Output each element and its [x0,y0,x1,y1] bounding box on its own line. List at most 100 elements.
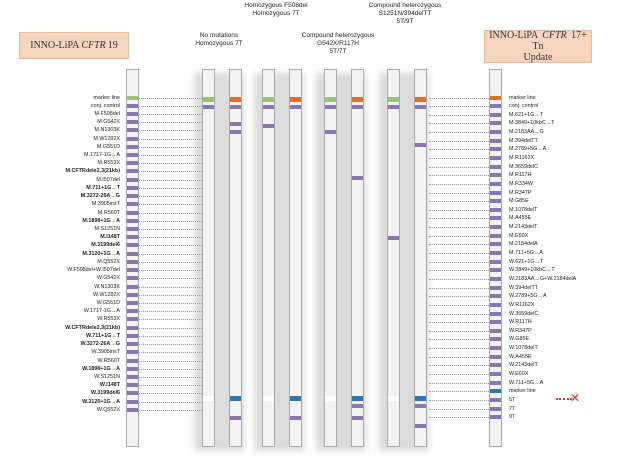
guide-dots [429,270,489,272]
right-reference-band [490,130,501,135]
right-reference-band [490,363,501,368]
right-reference-band [490,294,501,299]
guide-dots [429,97,489,99]
right-reference-band [490,371,501,376]
guide-dots [139,393,202,395]
right-probe-label: M.R334W [509,180,533,187]
guide-dots [139,130,202,132]
right-reference-band [490,259,501,264]
guide-dots [139,204,202,206]
guide-dots [429,339,489,341]
right-title-box: INNO-LiPA CFTR 17+ Tn Update [484,30,592,63]
left-probe-label: M.1717-1G→A [84,152,120,159]
left-probe-label: conj. control [90,102,120,109]
test-control-band [203,105,214,109]
guide-dots [139,196,202,198]
guide-dots [429,227,489,229]
guide-dots [139,409,202,411]
test-strip-6 [351,69,364,447]
guide-dots [429,157,489,159]
right-reference-band [490,121,501,126]
guide-dots [429,278,489,280]
left-reference-band [127,259,138,264]
sample-band-1 [230,122,241,126]
left-reference-band [127,284,138,289]
red-marker-x: ✕ [570,391,581,405]
sample-band-13 [415,424,426,428]
right-probe-label: M.394delTT [509,137,538,144]
guide-dots [429,244,489,246]
right-probe-label: M.R1162X [509,154,535,161]
guide-dots [429,175,489,177]
guide-dots [139,385,202,387]
left-probe-label: W.Q552X [96,406,120,413]
sample-band-8 [230,416,241,420]
right-reference-band [490,190,501,195]
test-control-band [290,105,301,109]
right-reference-band [490,225,501,230]
guide-dots [139,155,202,157]
left-reference-band [127,169,138,174]
guide-dots [429,330,489,332]
right-probe-label: W.R1162X [509,301,535,308]
guide-dots [429,132,489,134]
right-reference-band [490,302,501,307]
left-probe-label: W.W1282X [93,291,120,298]
left-probe-label: M.3905insT [91,201,120,208]
right-reference-band [490,233,501,238]
right-title-suffix: 17+ Tn [532,30,587,52]
test-strip-8 [414,69,427,447]
left-probe-label: M.G542X [97,119,120,126]
left-reference-band [127,95,138,100]
right-reference-band [490,346,501,351]
left-reference-band [127,292,138,297]
guide-dots [429,373,489,375]
left-reference-band [127,309,138,314]
guide-dots [139,286,202,288]
guide-dots [139,278,202,280]
left-reference-band [127,136,138,141]
sample-band-6 [388,236,399,240]
right-probe-label: M.R347P [509,189,532,196]
right-reference-band [490,147,501,152]
guide-dots [139,105,202,107]
right-title-line1: INNO-LiPA CFTR 17+ Tn [485,30,591,52]
left-reference-band [127,358,138,363]
right-probe-label: M.2789+5G→A [509,146,547,153]
right-probe-label: W.A455E [509,353,532,360]
guide-dots [139,335,202,337]
right-reference-band [490,311,501,316]
test-marker-band [388,97,399,102]
right-probe-label: marker line [509,388,536,395]
sample-band-9 [290,416,301,420]
left-probe-label: M.F508del [94,110,120,117]
left-probe-label: M.3120+1G→A [82,250,120,257]
sample-band-4 [325,130,336,134]
right-probe-label: M.3849+10kbC→T [509,120,555,127]
left-probe-label: M.G551D [96,143,120,150]
test-strip-3 [262,69,275,447]
header-3-line-2: G542X/R117H [317,40,359,47]
right-probe-label: M.3659delC [509,163,539,170]
left-reference-band [127,218,138,223]
test-marker-band [263,97,274,102]
left-reference-band [127,194,138,199]
guide-dots [139,113,202,115]
right-probe-label: M.R117H [509,172,532,179]
right-probe-label: W.E60X [509,370,529,377]
left-probe-label: M.R553X [97,160,120,167]
test-marker-band [230,97,241,102]
right-probe-label: M.2183AA→G [509,129,544,136]
sample-band-5 [352,176,363,180]
guide-dots [139,311,202,313]
header-1: No mutations Homozygous 7T [174,32,264,48]
left-probe-label: W.F508del+W.I507del [67,267,120,274]
test-marker-band-lower [263,396,274,401]
sample-band-2 [230,130,241,134]
header-2-line-1: Homozygous F508del [244,2,308,9]
test-strip-5 [324,69,337,447]
left-probe-label: M.3272-26A→G [80,193,120,200]
guide-dots [429,253,489,255]
header-4-line-3: 5T/9T [396,18,414,25]
left-probe-label: W.3199del6 [90,390,120,397]
